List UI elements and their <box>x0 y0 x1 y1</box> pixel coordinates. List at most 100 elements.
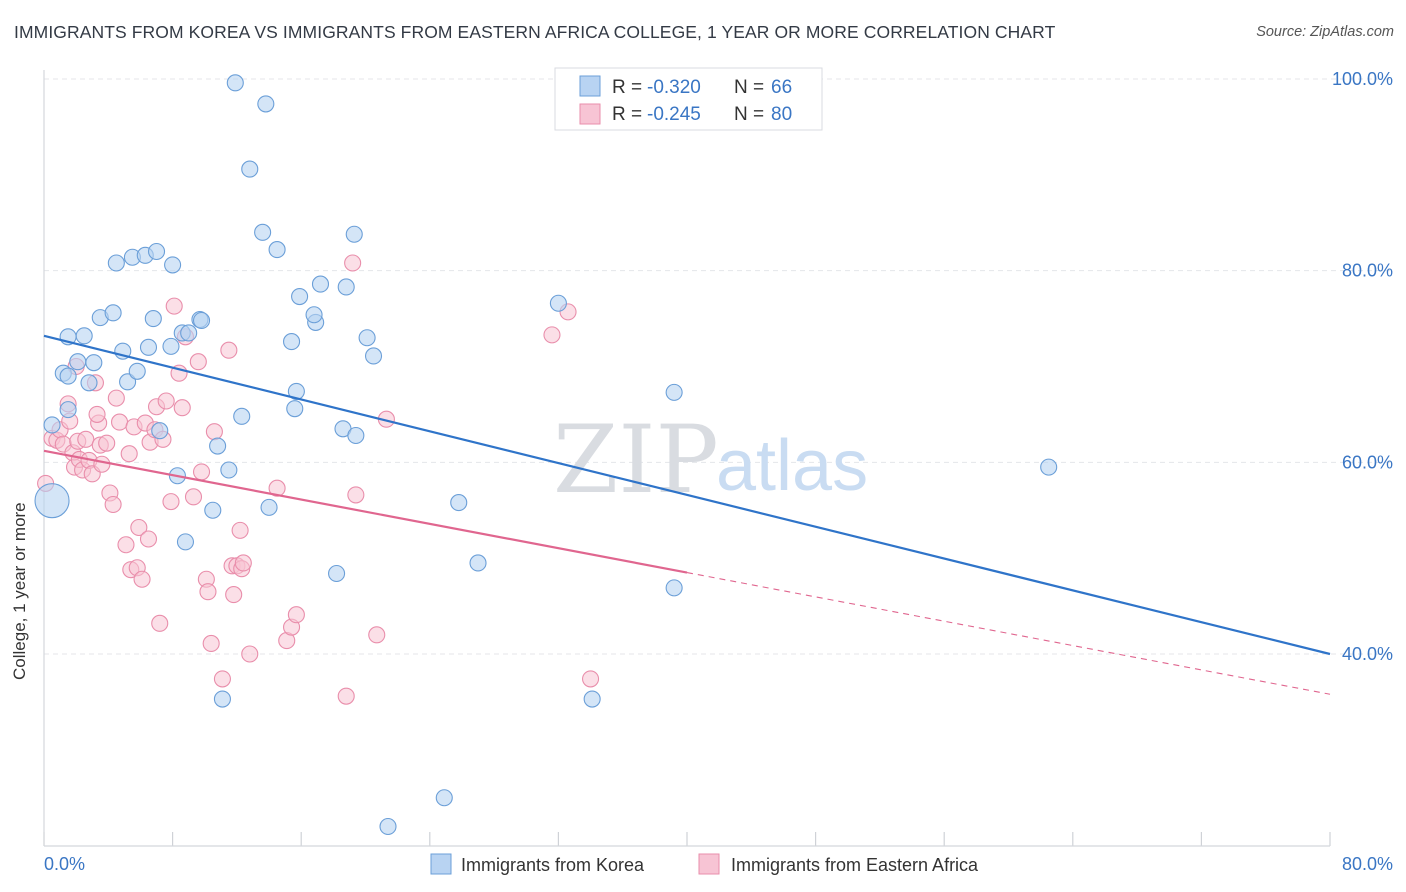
data-point-eastern-africa <box>173 399 191 417</box>
series-korea-points <box>34 74 1058 836</box>
data-point-korea <box>107 254 125 272</box>
legend-r-value-korea: -0.320 <box>647 77 701 98</box>
data-point-korea <box>59 367 77 385</box>
trend-line-eastern-africa-extension <box>686 572 1331 695</box>
watermark-zip: ZIP <box>553 406 719 515</box>
data-point-eastern-africa <box>77 430 95 448</box>
data-point-korea <box>337 278 355 296</box>
data-point-korea <box>59 401 77 419</box>
data-point-eastern-africa <box>220 341 238 359</box>
data-point-eastern-africa <box>107 389 125 407</box>
y-tick-label: 80.0% <box>1342 261 1393 281</box>
data-point-korea <box>147 242 166 261</box>
data-point-korea <box>164 256 182 274</box>
data-point-korea <box>204 501 222 519</box>
data-point-korea <box>665 579 683 597</box>
data-point-eastern-africa <box>205 423 223 441</box>
bottom-legend-swatch-africa <box>698 853 720 875</box>
data-point-korea <box>311 275 330 293</box>
data-point-korea <box>119 373 137 391</box>
x-tick-label: 80.0% <box>1342 854 1393 874</box>
data-point-korea <box>69 353 87 371</box>
data-point-korea <box>75 327 93 345</box>
correlation-legend: R = -0.320 N = 66 R = -0.245 N = 80 <box>554 67 823 131</box>
data-point-korea <box>583 690 601 708</box>
data-point-eastern-africa <box>231 521 249 539</box>
trend-line-eastern-africa <box>43 449 688 574</box>
data-point-eastern-africa <box>543 326 561 344</box>
data-point-eastern-africa <box>157 392 175 410</box>
data-point-eastern-africa <box>268 479 286 497</box>
data-point-korea <box>162 337 180 355</box>
bottom-legend: Immigrants from Korea Immigrants from Ea… <box>430 853 979 875</box>
y-tick-label: 60.0% <box>1342 452 1393 472</box>
data-point-eastern-africa <box>192 463 211 481</box>
data-point-korea <box>213 690 231 708</box>
tick-labels: 100.0% 80.0% 60.0% 40.0% 0.0% 80.0% <box>44 69 1393 874</box>
data-point-korea <box>233 407 251 425</box>
data-point-eastern-africa <box>111 413 129 431</box>
data-point-korea <box>291 287 309 306</box>
data-point-eastern-africa <box>93 455 111 473</box>
data-point-korea <box>220 461 238 479</box>
watermark: ZIP atlas <box>553 406 868 515</box>
data-point-korea <box>34 483 70 519</box>
data-point-korea <box>151 422 169 440</box>
bottom-legend-label-korea: Immigrants from Korea <box>461 855 645 875</box>
data-point-korea <box>257 95 275 113</box>
data-point-korea <box>128 362 146 380</box>
data-point-eastern-africa <box>213 670 231 688</box>
trend-line-korea <box>43 334 1331 656</box>
data-point-korea <box>364 347 383 365</box>
legend-n-value-korea: 66 <box>771 77 792 98</box>
legend-swatch-korea <box>579 75 601 97</box>
data-point-korea <box>226 74 244 92</box>
data-point-korea <box>469 554 487 572</box>
data-point-eastern-africa <box>234 554 252 572</box>
data-point-eastern-africa <box>117 536 135 554</box>
data-point-korea <box>260 498 278 516</box>
data-point-eastern-africa <box>165 297 183 315</box>
data-point-eastern-africa <box>88 405 106 423</box>
data-point-korea <box>435 789 453 807</box>
data-point-eastern-africa <box>344 254 362 272</box>
bottom-legend-label-africa: Immigrants from Eastern Africa <box>731 855 979 875</box>
data-point-korea <box>665 383 683 401</box>
data-point-eastern-africa <box>104 495 122 514</box>
watermark-atlas: atlas <box>716 426 868 506</box>
gridlines <box>43 78 1392 846</box>
data-point-eastern-africa <box>98 434 116 452</box>
data-point-eastern-africa <box>337 687 355 705</box>
legend-n-label-africa: N = <box>734 104 764 125</box>
y-tick-label: 40.0% <box>1342 644 1393 664</box>
data-point-korea <box>328 564 346 583</box>
x-tick-label: 0.0% <box>44 854 85 874</box>
data-point-eastern-africa <box>189 353 207 371</box>
data-point-korea <box>85 354 103 372</box>
data-point-korea <box>450 494 468 512</box>
legend-r-label-korea: R = <box>612 77 642 98</box>
data-point-eastern-africa <box>287 606 305 624</box>
data-point-eastern-africa <box>241 645 259 663</box>
data-point-korea <box>176 533 195 551</box>
data-point-korea <box>345 225 363 243</box>
source-credit: Source: ZipAtlas.com <box>1256 24 1394 40</box>
data-point-korea <box>241 160 259 178</box>
axes <box>43 70 1330 847</box>
data-point-korea <box>139 338 158 356</box>
data-point-korea <box>209 437 227 455</box>
y-tick-label: 100.0% <box>1332 69 1393 89</box>
data-point-korea <box>347 426 365 445</box>
legend-n-value-africa: 80 <box>771 104 792 125</box>
chart-title: IMMIGRANTS FROM KOREA VS IMMIGRANTS FROM… <box>14 22 1056 42</box>
data-point-eastern-africa <box>368 626 386 644</box>
legend-swatch-africa <box>579 103 601 125</box>
data-point-eastern-africa <box>139 530 158 548</box>
trend-lines <box>43 334 1331 695</box>
data-point-eastern-africa <box>133 570 151 588</box>
data-point-eastern-africa <box>202 634 220 653</box>
data-point-korea <box>104 304 122 322</box>
data-point-korea <box>268 241 286 259</box>
data-point-eastern-africa <box>225 586 243 604</box>
